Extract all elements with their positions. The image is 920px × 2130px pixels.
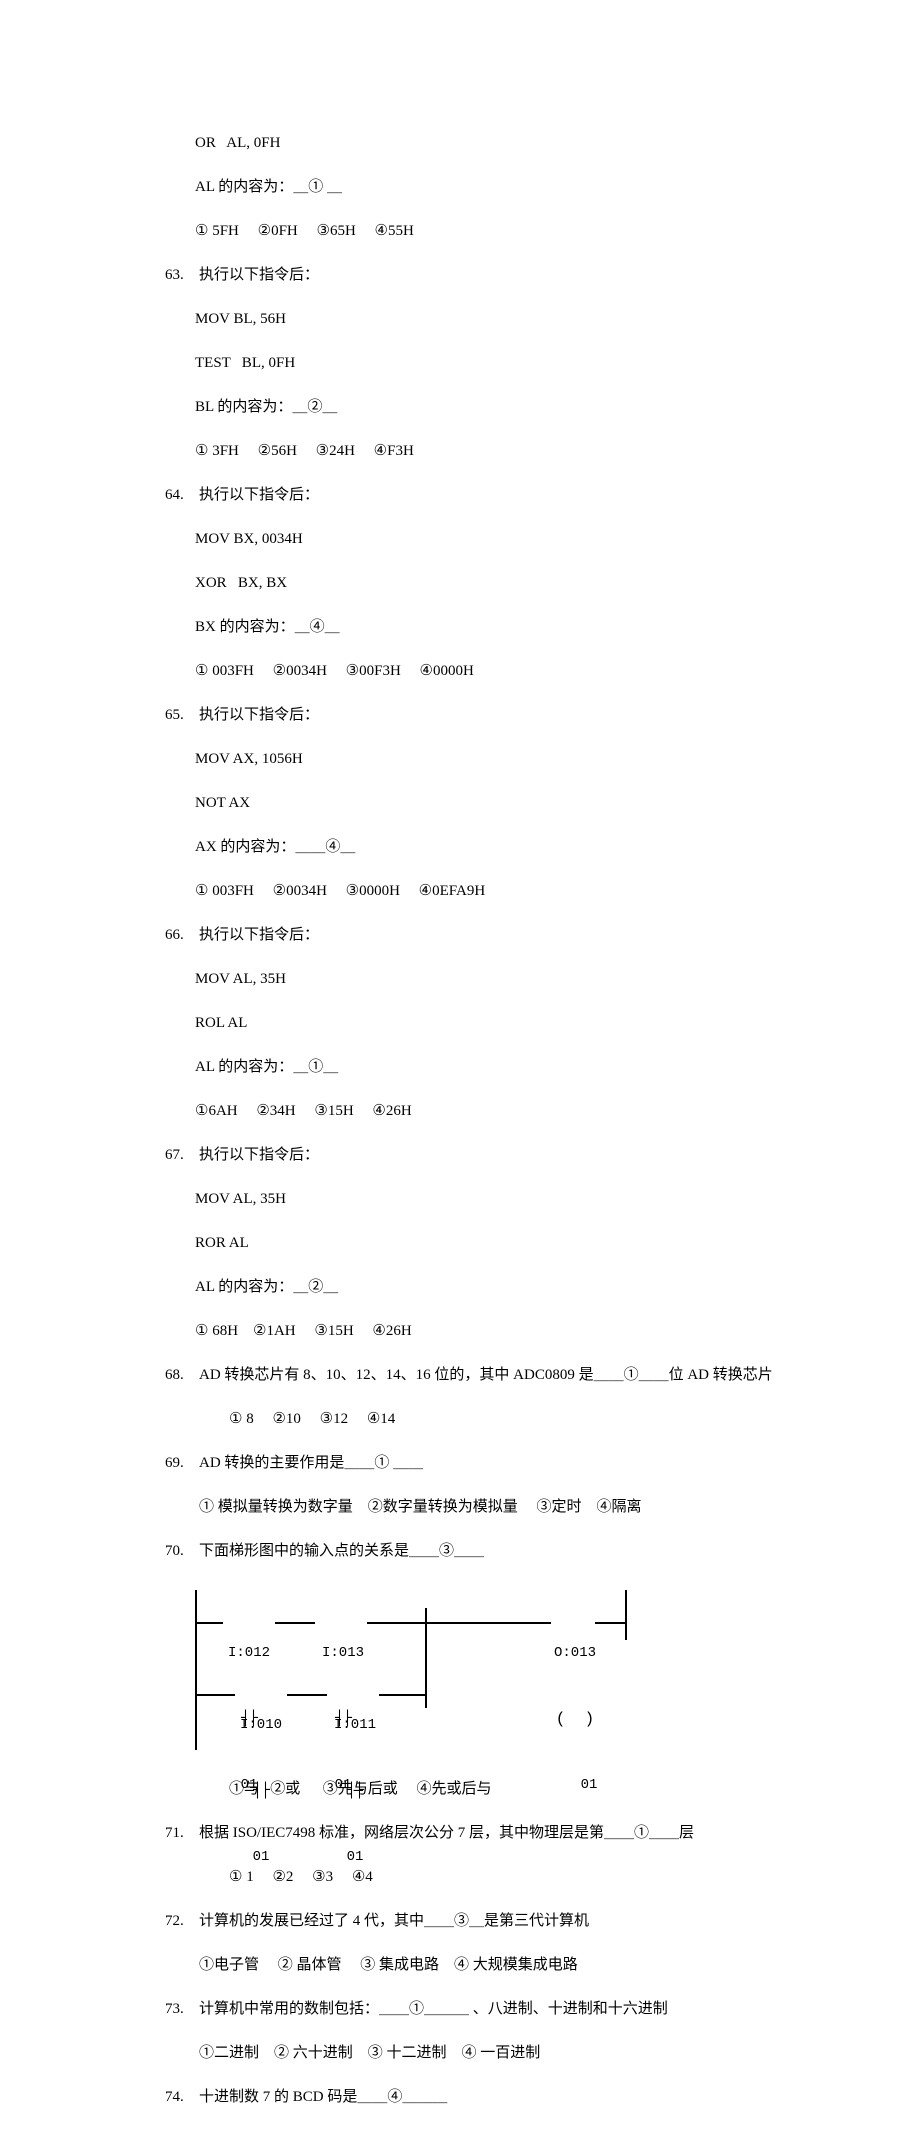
q63-line2: TEST BL, 0FH (165, 352, 830, 374)
contact-label-bot: 01 (231, 1846, 291, 1868)
contact-label-top: I:013 (313, 1642, 373, 1664)
contact-i011: I:011 ┤├ 01 (325, 1670, 385, 1912)
wire (367, 1622, 425, 1624)
q71-num: 71. (165, 1822, 199, 1844)
q67-options: ① 68H ②1AH ③15H ④26H (165, 1320, 830, 1342)
q72: 72.计算机的发展已经过了 4 代，其中＿＿③＿是第三代计算机 (165, 1910, 830, 1932)
ladder-left-rail (195, 1590, 197, 1750)
contact-symbol: ┤├ (231, 1780, 291, 1802)
page: OR AL, 0FH AL 的内容为：＿① ＿ ① 5FH ②0FH ③65H … (0, 0, 920, 1302)
q66-line1: MOV AL, 35H (165, 968, 830, 990)
q63: 63.执行以下指令后： (165, 264, 830, 286)
q69-text: AD 转换的主要作用是＿＿① ＿＿ (199, 1455, 423, 1471)
q67-line3: AL 的内容为：＿②＿ (165, 1276, 830, 1298)
q62-code-line2: AL 的内容为：＿① ＿ (165, 176, 830, 198)
q67-num: 67. (165, 1144, 199, 1166)
coil-label-top: O:013 (547, 1642, 603, 1664)
q74: 74.十进制数 7 的 BCD 码是＿＿④＿＿＿ (165, 2086, 830, 2108)
coil-label-bot: 01 (547, 1774, 603, 1796)
contact-label-bot: 01 (325, 1846, 385, 1868)
q64-options: ① 003FH ②0034H ③00F3H ④0000H (165, 660, 830, 682)
q64: 64.执行以下指令后： (165, 484, 830, 506)
contact-label-top: I:012 (219, 1642, 279, 1664)
q65: 65.执行以下指令后： (165, 704, 830, 726)
q62-code-line1: OR AL, 0FH (165, 132, 830, 154)
ladder-diagram: I:012 ┤├ 01 I:013 ┤├ 01 I:010 ┤├ 01 I:01… (195, 1590, 830, 1750)
q68-text: AD 转换芯片有 8、10、12、14、16 位的，其中 ADC0809 是＿＿… (199, 1367, 773, 1383)
q72-num: 72. (165, 1910, 199, 1932)
coil-o013: O:013 ( ) 01 (547, 1598, 603, 1840)
q65-line2: NOT AX (165, 792, 830, 814)
q65-line1: MOV AX, 1056H (165, 748, 830, 770)
q74-num: 74. (165, 2086, 199, 2108)
coil-symbol: ( ) (547, 1708, 603, 1730)
q69-num: 69. (165, 1452, 199, 1474)
q68-options: ① 8 ②10 ③12 ④14 (165, 1408, 830, 1430)
q65-title: 执行以下指令后： (199, 707, 319, 723)
q68: 68.AD 转换芯片有 8、10、12、14、16 位的，其中 ADC0809 … (165, 1364, 830, 1386)
wire (379, 1694, 425, 1696)
ladder-right-rail (625, 1590, 627, 1640)
q73: 73.计算机中常用的数制包括：＿＿①＿＿＿ 、八进制、十进制和十六进制 (165, 1998, 830, 2020)
contact-symbol: ┤├ (325, 1780, 385, 1802)
q66: 66.执行以下指令后： (165, 924, 830, 946)
contact-label-top: I:010 (231, 1714, 291, 1736)
q65-line3: AX 的内容为：＿＿④＿ (165, 836, 830, 858)
q62-options: ① 5FH ②0FH ③65H ④55H (165, 220, 830, 242)
contact-i010: I:010 ┤├ 01 (231, 1670, 291, 1912)
q66-line2: ROL AL (165, 1012, 830, 1034)
q65-options: ① 003FH ②0034H ③0000H ④0EFA9H (165, 880, 830, 902)
q63-options: ① 3FH ②56H ③24H ④F3H (165, 440, 830, 462)
q66-num: 66. (165, 924, 199, 946)
wire (275, 1622, 315, 1624)
q69: 69.AD 转换的主要作用是＿＿① ＿＿ (165, 1452, 830, 1474)
q66-title: 执行以下指令后： (199, 927, 319, 943)
q64-title: 执行以下指令后： (199, 487, 319, 503)
wire (425, 1622, 551, 1624)
q73-options: ①二进制 ② 六十进制 ③ 十二进制 ④ 一百进制 (165, 2042, 830, 2064)
q64-line1: MOV BX, 0034H (165, 528, 830, 550)
q72-text: 计算机的发展已经过了 4 代，其中＿＿③＿是第三代计算机 (199, 1913, 589, 1929)
q69-options: ① 模拟量转换为数字量 ②数字量转换为模拟量 ③定时 ④隔离 (165, 1496, 830, 1518)
q65-num: 65. (165, 704, 199, 726)
q64-line2: XOR BX, BX (165, 572, 830, 594)
q64-num: 64. (165, 484, 199, 506)
q67-line1: MOV AL, 35H (165, 1188, 830, 1210)
q63-line3: BL 的内容为：＿②＿ (165, 396, 830, 418)
q74-text: 十进制数 7 的 BCD 码是＿＿④＿＿＿ (199, 2089, 447, 2105)
q70-text: 下面梯形图中的输入点的关系是＿＿③＿＿ (199, 1543, 484, 1559)
q67: 67.执行以下指令后： (165, 1144, 830, 1166)
q66-options: ①6AH ②34H ③15H ④26H (165, 1100, 830, 1122)
q64-line3: BX 的内容为：＿④＿ (165, 616, 830, 638)
q67-line2: ROR AL (165, 1232, 830, 1254)
q63-title: 执行以下指令后： (199, 267, 319, 283)
q70-num: 70. (165, 1540, 199, 1562)
q63-num: 63. (165, 264, 199, 286)
q70: 70.下面梯形图中的输入点的关系是＿＿③＿＿ (165, 1540, 830, 1562)
q66-line3: AL 的内容为：＿①＿ (165, 1056, 830, 1078)
q73-num: 73. (165, 1998, 199, 2020)
q73-text: 计算机中常用的数制包括：＿＿①＿＿＿ 、八进制、十进制和十六进制 (199, 2001, 668, 2017)
contact-label-top: I:011 (325, 1714, 385, 1736)
q68-num: 68. (165, 1364, 199, 1386)
q67-title: 执行以下指令后： (199, 1147, 319, 1163)
q63-line1: MOV BL, 56H (165, 308, 830, 330)
q72-options: ①电子管 ② 晶体管 ③ 集成电路 ④ 大规模集成电路 (165, 1954, 830, 1976)
